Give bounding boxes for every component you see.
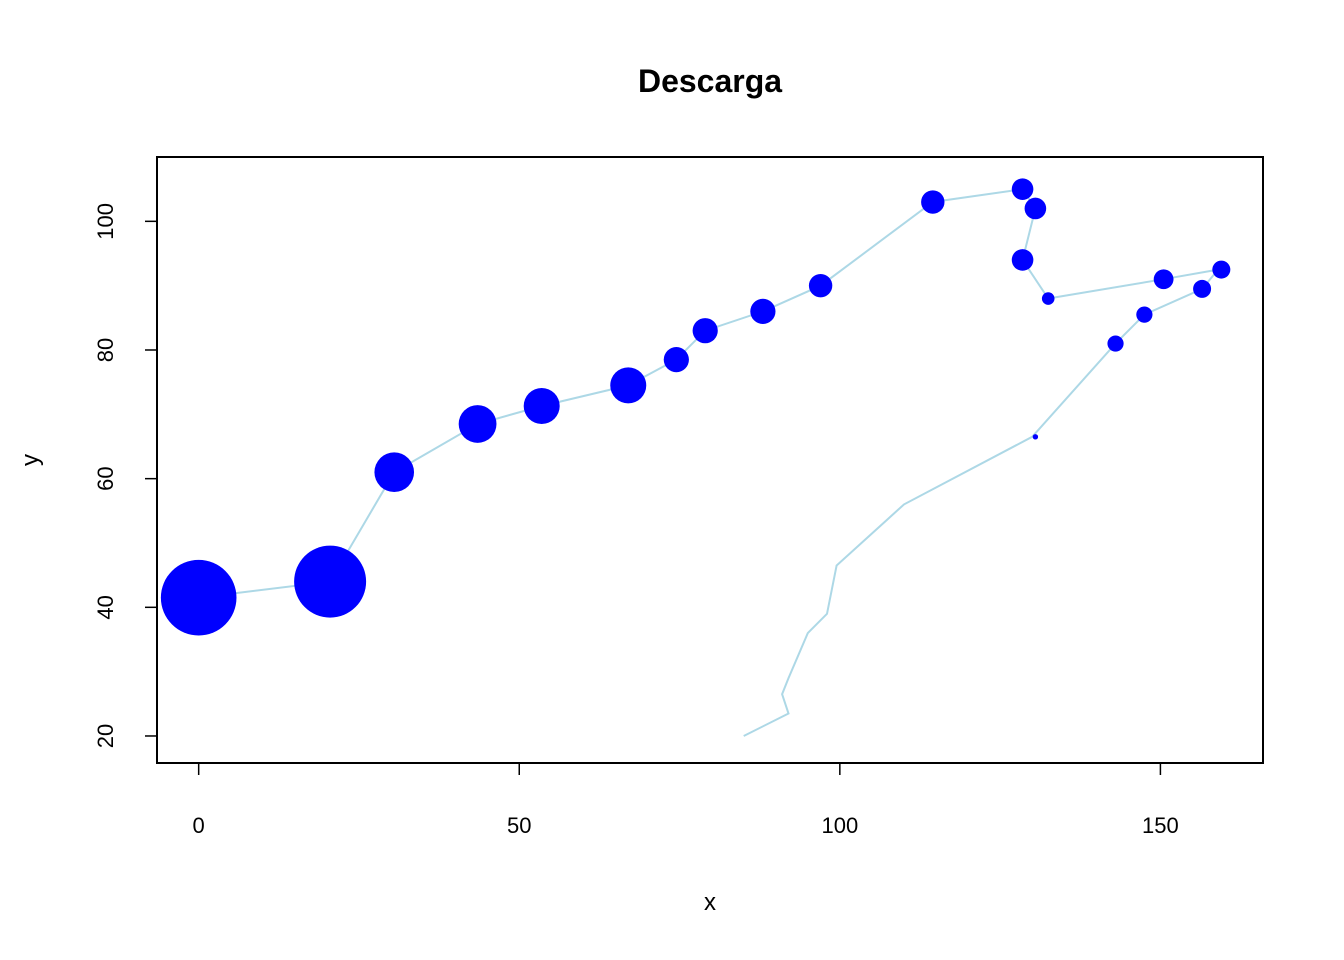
y-tick-label: 100	[93, 203, 118, 240]
y-tick-label: 60	[93, 466, 118, 490]
y-axis: 20 40 60 80 100	[93, 203, 158, 748]
x-axis-label: x	[704, 889, 716, 916]
data-point	[1032, 434, 1039, 440]
data-point	[921, 190, 945, 214]
data-point	[610, 367, 647, 404]
data-point	[663, 347, 689, 373]
data-point	[374, 452, 415, 493]
data-point	[1107, 335, 1124, 352]
x-tick-label: 0	[193, 813, 205, 838]
data-point	[1024, 197, 1047, 220]
data-point	[458, 405, 497, 443]
data-point	[1212, 260, 1231, 279]
y-axis-label: y	[17, 454, 44, 466]
data-point	[750, 298, 776, 324]
x-tick-label: 150	[1142, 813, 1179, 838]
data-point	[1011, 249, 1034, 271]
y-tick-label: 80	[93, 338, 118, 362]
data-point	[294, 545, 367, 618]
data-point	[1041, 292, 1055, 305]
data-point	[1153, 269, 1174, 290]
data-point	[808, 273, 833, 298]
x-axis: 0 50 100 150	[193, 762, 1179, 838]
x-tick-label: 100	[821, 813, 858, 838]
series-points	[160, 178, 1231, 636]
y-tick-label: 40	[93, 595, 118, 619]
data-point	[1011, 178, 1034, 200]
y-tick-label: 20	[93, 724, 118, 748]
data-point	[160, 559, 237, 636]
chart-title: Descarga	[638, 63, 782, 99]
data-point	[523, 387, 560, 424]
data-point	[1136, 306, 1153, 323]
x-tick-label: 50	[507, 813, 531, 838]
data-point	[692, 318, 718, 344]
data-point	[1193, 279, 1212, 298]
